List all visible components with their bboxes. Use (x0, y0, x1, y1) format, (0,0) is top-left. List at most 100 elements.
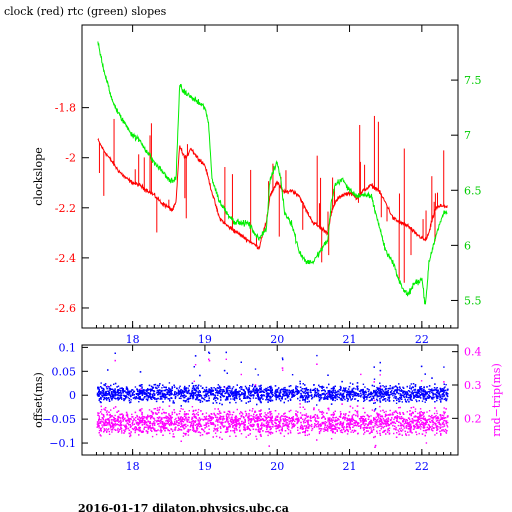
scatter-point (168, 413, 170, 415)
scatter-point (108, 424, 110, 426)
scatter-point (319, 411, 321, 413)
scatter-point (374, 421, 376, 423)
scatter-point (290, 409, 292, 412)
scatter-point (409, 413, 411, 415)
scatter-point (151, 422, 153, 425)
scatter-point (227, 421, 229, 424)
scatter-point (360, 425, 362, 428)
scatter-point (187, 413, 189, 415)
scatter-point (256, 419, 259, 421)
scatter-point (257, 416, 259, 418)
scatter-point (233, 419, 236, 421)
scatter-point (443, 381, 445, 383)
scatter-point (227, 413, 229, 415)
scatter-point (415, 425, 417, 428)
scatter-point (405, 434, 408, 436)
scatter-point (185, 417, 187, 419)
scatter-point (174, 429, 177, 431)
scatter-point (269, 416, 272, 419)
scatter-point (182, 418, 184, 420)
scatter-point (116, 429, 119, 431)
scatter-point (425, 432, 427, 434)
scatter-point (232, 421, 235, 423)
scatter-point (442, 411, 445, 413)
scatter-point (157, 429, 159, 431)
scatter-point (254, 421, 256, 423)
scatter-point (311, 429, 313, 432)
scatter-point (226, 418, 229, 420)
scatter-point (192, 412, 195, 415)
scatter-point (386, 422, 388, 424)
scatter-point (332, 431, 334, 433)
scatter-point (163, 417, 165, 419)
scatter-point (173, 409, 175, 411)
scatter-point (374, 444, 377, 447)
scatter-point (136, 421, 139, 424)
scatter-point (244, 418, 246, 421)
scatter-point (183, 415, 186, 417)
scatter-point (108, 411, 110, 413)
scatter-point (136, 415, 138, 418)
scatter-point (398, 407, 400, 409)
scatter-point (443, 425, 446, 427)
scatter-point (229, 425, 231, 427)
scatter-point (305, 429, 307, 431)
scatter-point (364, 431, 366, 434)
scatter-point (428, 418, 430, 421)
scatter-point (234, 418, 237, 421)
x-tick-label: 22 (415, 333, 429, 346)
scatter-point (326, 425, 329, 427)
scatter-point (221, 421, 223, 423)
scatter-point (288, 410, 291, 413)
scatter-point (308, 426, 310, 428)
scatter-point (225, 431, 228, 433)
scatter-point (304, 434, 306, 436)
scatter-point (412, 428, 415, 430)
scatter-point (261, 426, 263, 428)
scatter-point (359, 427, 362, 430)
scatter-point (368, 427, 370, 429)
scatter-point (354, 422, 356, 424)
scatter-point (98, 420, 100, 422)
scatter-point (135, 428, 137, 431)
scatter-point (384, 413, 387, 416)
scatter-point (148, 415, 150, 418)
scatter-point (103, 428, 105, 430)
scatter-point (131, 416, 133, 418)
scatter-point (384, 429, 387, 432)
scatter-point (338, 419, 340, 421)
scatter-point (269, 414, 272, 416)
scatter-point (259, 433, 262, 436)
scatter-point (317, 423, 319, 425)
scatter-point (164, 412, 166, 414)
scatter-point (384, 423, 386, 425)
scatter-point (397, 429, 399, 431)
scatter-point (439, 419, 441, 421)
scatter-point (386, 431, 389, 433)
scatter-point (426, 420, 428, 423)
scatter-point (242, 413, 244, 415)
scatter-point (155, 413, 157, 415)
scatter-point (284, 415, 287, 417)
scatter-point (269, 433, 272, 435)
scatter-point (118, 428, 121, 431)
scatter-point (241, 423, 243, 425)
scatter-point (423, 425, 425, 427)
scatter-point (253, 419, 255, 421)
scatter-point (393, 411, 395, 414)
scatter-point (387, 417, 389, 419)
scatter-point (363, 433, 365, 435)
scatter-point (198, 417, 201, 419)
scatter-point (291, 427, 293, 429)
scatter-point (324, 423, 326, 425)
scatter-point (110, 429, 112, 431)
scatter-point (187, 434, 190, 436)
scatter-point (423, 426, 425, 428)
scatter-point (432, 427, 434, 429)
x-tick-label: 19 (198, 333, 212, 346)
scatter-point (141, 430, 144, 432)
scatter-point (165, 420, 167, 422)
scatter-point (425, 429, 427, 432)
scatter-point (153, 408, 155, 410)
scatter-point (357, 422, 360, 424)
